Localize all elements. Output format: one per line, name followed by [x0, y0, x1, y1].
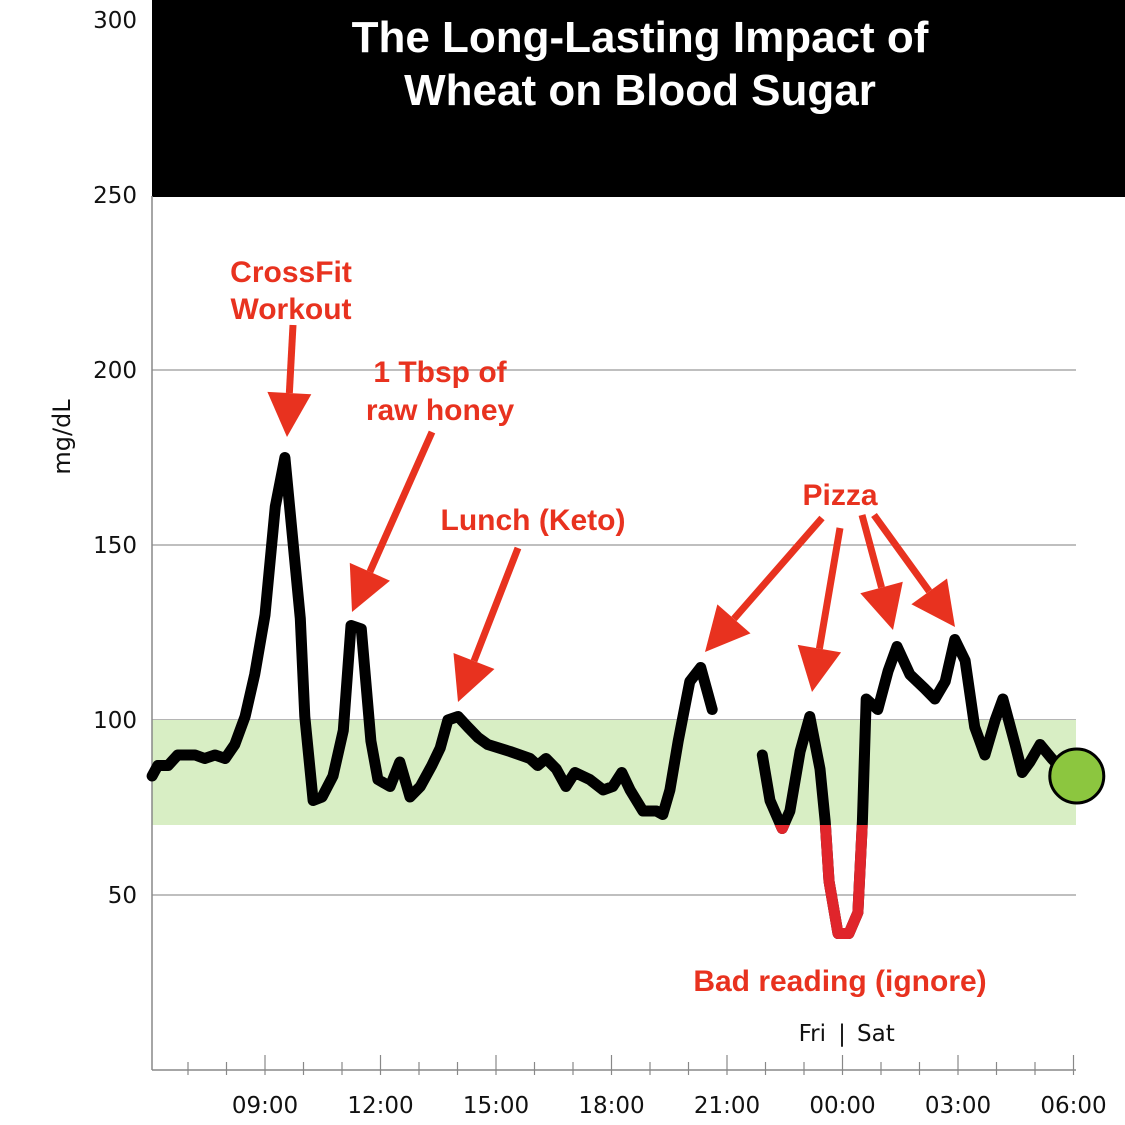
- annotation-crossfit-line1: CrossFit: [230, 256, 352, 289]
- y-tick-label: 250: [93, 183, 137, 209]
- x-axis-ticks: 09:00 12:00 15:00 18:00 21:00 00:00 03:00 06:00: [187, 1055, 1107, 1119]
- day-separator: |: [838, 1021, 846, 1047]
- chart-title-line-1: The Long-Lasting Impact of: [352, 13, 929, 62]
- title-banner: [152, 0, 1125, 197]
- x-tick-label: 09:00: [232, 1093, 298, 1119]
- annotation-crossfit-line2: Workout: [230, 293, 351, 326]
- annotation-arrow: [453, 546, 522, 702]
- day-divider: Fri | Sat: [799, 1021, 895, 1047]
- x-tick-label: 03:00: [925, 1093, 991, 1119]
- x-tick-label: 06:00: [1040, 1093, 1106, 1119]
- annotation-bad-reading: Bad reading (ignore): [693, 965, 986, 998]
- x-tick-label: 12:00: [347, 1093, 413, 1119]
- y-tick-label: 50: [108, 883, 137, 909]
- annotations: CrossFit Workout 1 Tbsp of raw honey Lun…: [230, 256, 987, 998]
- y-tick-label: 300: [93, 8, 137, 34]
- x-tick-label: 21:00: [694, 1093, 760, 1119]
- x-tick-label: 00:00: [809, 1093, 875, 1119]
- annotation-arrow: [858, 514, 903, 630]
- current-reading-marker[interactable]: [1048, 747, 1106, 805]
- target-range-band: [152, 720, 1076, 825]
- glucose-lines: [146, 452, 1068, 939]
- annotation-lunch: Lunch (Keto): [441, 504, 626, 537]
- annotation-arrow: [797, 527, 844, 692]
- annotation-pizza: Pizza: [802, 479, 877, 512]
- day-label-sat: Sat: [857, 1021, 895, 1047]
- annotation-arrow: [349, 430, 436, 612]
- x-tick-label: 15:00: [463, 1093, 529, 1119]
- chart-title-line-2: Wheat on Blood Sugar: [404, 66, 876, 115]
- y-tick-label: 150: [93, 533, 137, 559]
- annotation-arrow: [871, 512, 955, 627]
- glucose-line-segment: [756, 634, 1068, 939]
- y-axis-label: mg/dL: [48, 399, 76, 475]
- annotation-arrow: [705, 515, 825, 652]
- y-axis-ticks: 50 100 150 200 250 300: [93, 8, 137, 909]
- annotation-honey-line2: raw honey: [366, 394, 515, 427]
- annotation-arrows: [267, 324, 955, 702]
- y-tick-label: 100: [93, 708, 137, 734]
- annotation-honey-line1: 1 Tbsp of: [373, 356, 507, 389]
- glucose-line-segment: [146, 452, 718, 820]
- day-label-fri: Fri: [799, 1021, 826, 1047]
- annotation-arrow: [267, 324, 312, 437]
- x-tick-label: 18:00: [578, 1093, 644, 1119]
- y-tick-label: 200: [93, 358, 137, 384]
